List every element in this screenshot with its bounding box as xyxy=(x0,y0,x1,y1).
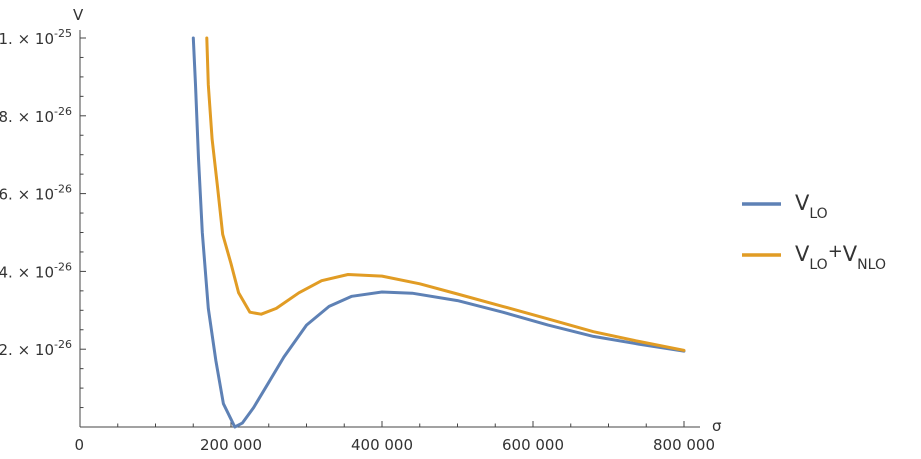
series-line-1 xyxy=(205,36,686,352)
y-axis-label: V xyxy=(73,6,84,24)
legend-main: V xyxy=(795,242,810,266)
x-axis-label: σ xyxy=(712,417,722,435)
y-tick-base: × 10 xyxy=(13,341,54,359)
legend-sub: LO xyxy=(809,257,827,273)
legend-plus: + xyxy=(828,241,843,262)
y-tick-base: × 10 xyxy=(13,186,54,204)
x-tick-label: 200 000 xyxy=(200,436,262,454)
x-tick-label: 800 000 xyxy=(653,436,715,454)
legend-label-1: VLO+VNLO xyxy=(795,241,886,273)
legend-sub: NLO xyxy=(857,257,886,273)
x-tick-label: 0 xyxy=(74,436,84,454)
y-tick-mantissa: 8. xyxy=(0,108,13,126)
legend-main: V xyxy=(795,191,810,215)
y-tick-exponent: -26 xyxy=(54,338,72,351)
y-tick-mantissa: 6. xyxy=(0,186,13,204)
y-tick-label: 2. × 10-26 xyxy=(0,338,72,359)
y-tick-mantissa: 4. xyxy=(0,263,13,281)
y-tick-base: × 10 xyxy=(13,30,54,48)
y-tick-exponent: -26 xyxy=(54,260,72,273)
y-tick-exponent: -25 xyxy=(54,27,72,40)
series-layer xyxy=(191,36,686,429)
y-tick-exponent: -26 xyxy=(54,105,72,118)
y-tick-mantissa: 2. xyxy=(0,341,13,359)
y-tick-label: 6. × 10-26 xyxy=(0,183,72,204)
legend-sub: LO xyxy=(809,206,827,222)
x-tick-label: 400 000 xyxy=(351,436,413,454)
y-tick-base: × 10 xyxy=(13,108,54,126)
legend-main: V xyxy=(843,242,858,266)
y-tick-label: 1. × 10-25 xyxy=(0,27,72,48)
series-line-0 xyxy=(191,36,686,429)
y-tick-base: × 10 xyxy=(13,263,54,281)
y-tick-label: 4. × 10-26 xyxy=(0,260,72,281)
legend-label-0: VLO xyxy=(795,191,828,222)
y-tick-mantissa: 1. xyxy=(0,30,13,48)
y-tick-exponent: -26 xyxy=(54,183,72,196)
y-tick-label: 8. × 10-26 xyxy=(0,105,72,126)
x-tick-label: 600 000 xyxy=(502,436,564,454)
